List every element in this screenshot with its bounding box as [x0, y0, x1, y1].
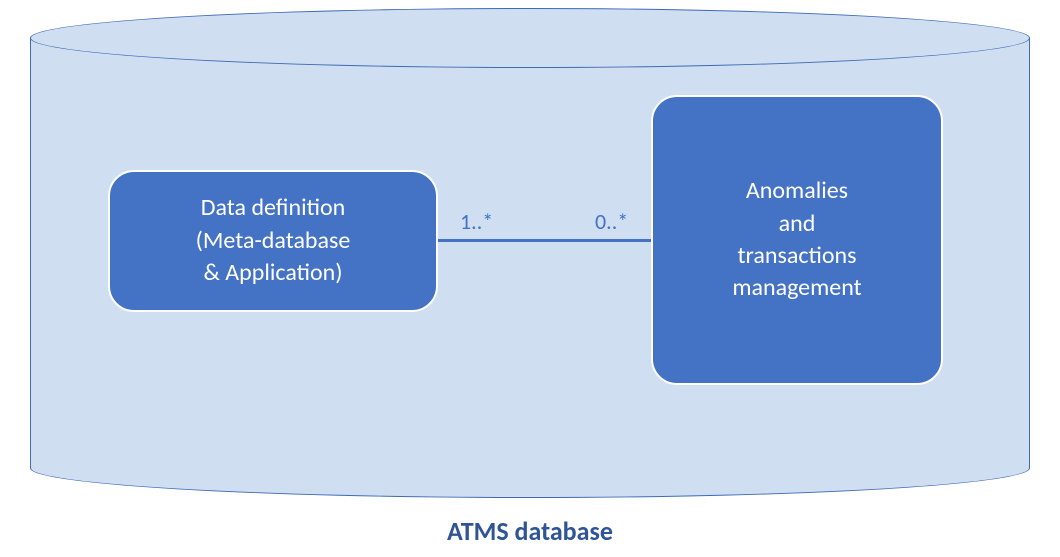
- diagram-caption: ATMS database: [30, 515, 1030, 547]
- multiplicity-from: 1..*: [460, 208, 493, 235]
- node-label: Anomaliesandtransactionsmanagement: [732, 175, 861, 305]
- cylinder-top-ellipse: [30, 8, 1030, 68]
- node-anomalies-transactions: Anomaliesandtransactionsmanagement: [651, 95, 943, 385]
- association-connector: [438, 239, 651, 242]
- node-label: Data definition(Meta-database& Applicati…: [196, 192, 351, 289]
- multiplicity-to: 0..*: [595, 208, 628, 235]
- node-data-definition: Data definition(Meta-database& Applicati…: [108, 170, 438, 312]
